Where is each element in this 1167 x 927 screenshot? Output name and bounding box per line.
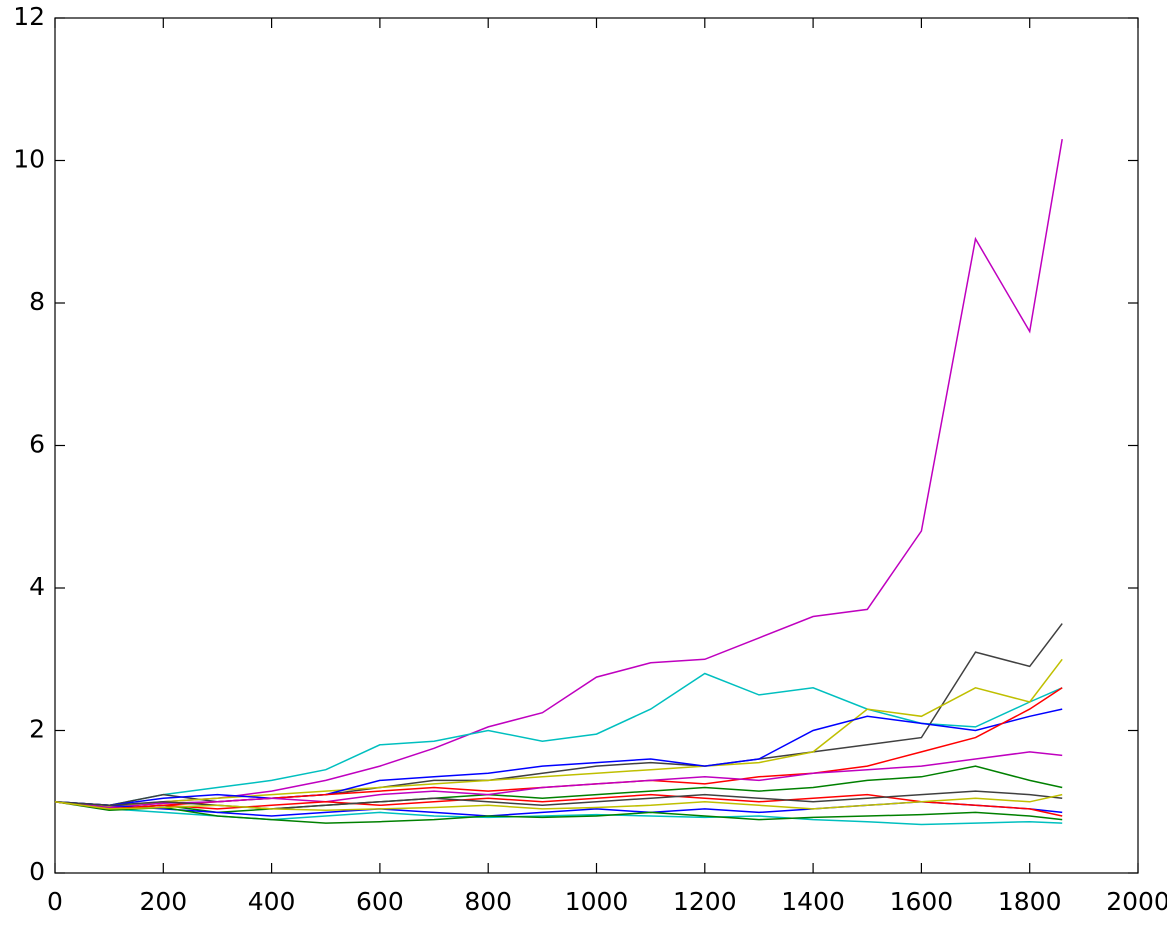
series-line bbox=[54, 793, 1063, 812]
x-tick-label: 1000 bbox=[565, 887, 629, 916]
series-line bbox=[54, 765, 1063, 814]
x-tick-label: 1400 bbox=[781, 887, 845, 916]
y-tick-label: 0 bbox=[29, 857, 45, 886]
y-tick-label: 4 bbox=[29, 572, 45, 601]
y-tick-label: 8 bbox=[29, 287, 45, 316]
x-tick-label: 600 bbox=[356, 887, 404, 916]
x-tick-label: 1800 bbox=[998, 887, 1062, 916]
x-tick-label: 1200 bbox=[673, 887, 737, 916]
x-tick-label: 0 bbox=[47, 887, 63, 916]
y-tick-label: 2 bbox=[29, 715, 45, 744]
series-line bbox=[54, 708, 1063, 807]
plot-box bbox=[54, 17, 1139, 874]
series-line bbox=[54, 672, 1063, 807]
series-line bbox=[54, 658, 1063, 808]
series-line bbox=[54, 793, 1063, 817]
x-tick-label: 2000 bbox=[1106, 887, 1167, 916]
y-tick-label: 12 bbox=[13, 2, 45, 31]
x-tick-label: 800 bbox=[464, 887, 512, 916]
series-line bbox=[54, 801, 1063, 824]
x-tick-label: 1600 bbox=[890, 887, 954, 916]
x-tick-label: 200 bbox=[139, 887, 187, 916]
y-tick-label: 6 bbox=[29, 430, 45, 459]
y-tick-label: 10 bbox=[13, 145, 45, 174]
x-tick-label: 400 bbox=[248, 887, 296, 916]
series-line bbox=[54, 751, 1063, 809]
